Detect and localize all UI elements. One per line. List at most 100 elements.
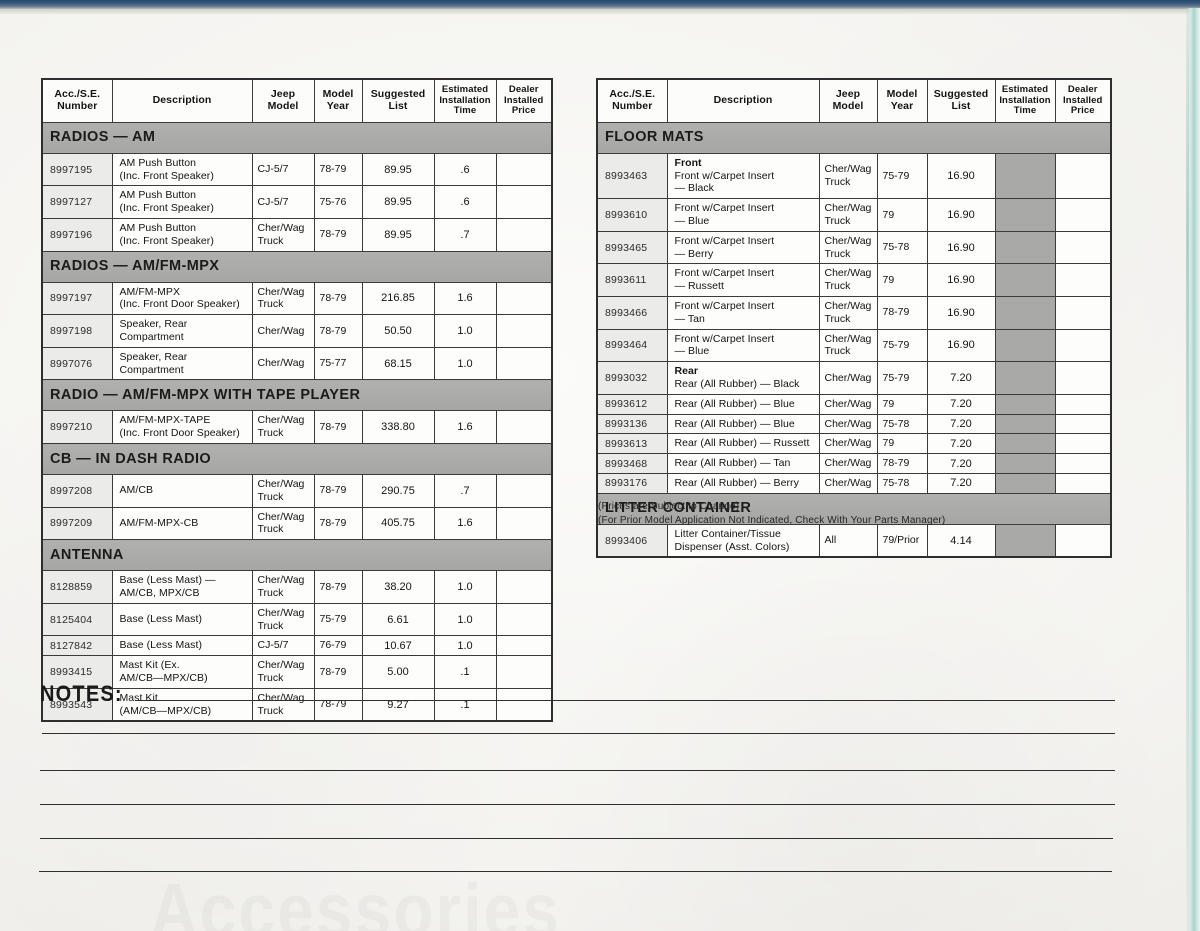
cell-jeep-model: Cher/Wag bbox=[818, 473, 878, 494]
cell-model-year: 75-76 bbox=[313, 185, 363, 220]
right-table-header: Acc./S.E. Number Description Jeep Model Model… bbox=[596, 78, 1112, 123]
cell-acc-se-number: 8993465 bbox=[596, 230, 668, 265]
left-table-body: RADIOS — AM 8997195 AM Push Button (Inc. Fr… bbox=[41, 121, 553, 722]
cell-jeep-model: Cher/Wag Truck bbox=[818, 263, 878, 298]
cell-dealer-installed-price[interactable] bbox=[495, 218, 553, 252]
cell-dealer-installed-price[interactable] bbox=[495, 346, 553, 381]
cell-dealer-installed-price[interactable] bbox=[495, 506, 553, 541]
cell-dealer-installed-price[interactable] bbox=[1054, 473, 1112, 494]
cell-model-year: 79 bbox=[876, 198, 928, 232]
cell-dealer-installed-price[interactable] bbox=[495, 474, 553, 508]
cell-description: Front Front w/Carpet Insert — Black bbox=[666, 152, 820, 200]
cell-model-year: 75-77 bbox=[313, 346, 363, 381]
section-title: FLOOR MATS bbox=[596, 121, 1112, 154]
cell-suggested-list: 7.20 bbox=[926, 453, 996, 475]
cell-dealer-installed-price[interactable] bbox=[495, 687, 553, 722]
cell-acc-se-number: 8993543 bbox=[41, 687, 113, 722]
section-title: CB — IN DASH RADIO bbox=[41, 443, 553, 476]
table-row: 8997209 AM/FM-MPX-CB Cher/Wag Truck 78-79 405… bbox=[41, 506, 553, 541]
cell-suggested-list: 16.90 bbox=[926, 263, 996, 298]
cell-estimated-installation-time: 1.0 bbox=[433, 314, 497, 348]
cell-dealer-installed-price[interactable] bbox=[1054, 453, 1112, 475]
cell-model-year: 78-79 bbox=[313, 655, 363, 689]
cell-suggested-list: 16.90 bbox=[926, 152, 996, 200]
cell-estimated-installation-time: 1.0 bbox=[433, 570, 497, 604]
scan-edge-right bbox=[1186, 8, 1200, 931]
cell-dealer-installed-price[interactable] bbox=[1054, 328, 1112, 363]
cell-estimated-installation-time bbox=[994, 523, 1056, 558]
cell-dealer-installed-price[interactable] bbox=[495, 602, 553, 637]
cell-dealer-installed-price[interactable] bbox=[495, 410, 553, 445]
cell-dealer-installed-price[interactable] bbox=[1054, 152, 1112, 200]
cell-suggested-list: 9.27 bbox=[361, 687, 435, 722]
cell-dealer-installed-price[interactable] bbox=[495, 152, 553, 187]
cell-dealer-installed-price[interactable] bbox=[1054, 523, 1112, 558]
cell-dealer-installed-price[interactable] bbox=[1054, 263, 1112, 298]
cell-acc-se-number: 8997209 bbox=[41, 506, 113, 541]
footnote-line-1: (Prices are Subject to Change) bbox=[598, 501, 740, 512]
table-row: 8125404 Base (Less Mast) Cher/Wag Truck 75-7… bbox=[41, 602, 553, 637]
right-price-table: Acc./S.E. Number Description Jeep Model Model… bbox=[596, 78, 1112, 559]
cell-dealer-installed-price[interactable] bbox=[1054, 433, 1112, 455]
cell-model-year: 78-79 bbox=[313, 506, 363, 541]
cell-dealer-installed-price[interactable] bbox=[495, 281, 553, 316]
cell-description: Front w/Carpet Insert — Tan bbox=[666, 296, 820, 330]
cell-jeep-model: Cher/Wag Truck bbox=[251, 655, 315, 689]
cell-estimated-installation-time bbox=[994, 453, 1056, 475]
cell-model-year: 75-79 bbox=[876, 361, 928, 395]
cell-dealer-installed-price[interactable] bbox=[495, 314, 553, 348]
column-header-jeep-model: Jeep Model bbox=[818, 78, 878, 123]
cell-description: Front w/Carpet Insert — Blue bbox=[666, 328, 820, 363]
column-header-model-year: Model Year bbox=[313, 78, 363, 123]
cell-suggested-list: 50.50 bbox=[361, 314, 435, 348]
table-row: 8997076 Speaker, Rear Compartment Cher/Wag 7… bbox=[41, 346, 553, 381]
cell-suggested-list: 10.67 bbox=[361, 635, 435, 657]
cell-dealer-installed-price[interactable] bbox=[495, 655, 553, 689]
cell-acc-se-number: 8125404 bbox=[41, 602, 113, 637]
scan-edge-top bbox=[0, 0, 1200, 9]
cell-jeep-model: Cher/Wag Truck bbox=[251, 281, 315, 316]
cell-dealer-installed-price[interactable] bbox=[1054, 230, 1112, 265]
cell-dealer-installed-price[interactable] bbox=[1054, 361, 1112, 395]
table-row: 8127842 Base (Less Mast) CJ-5/7 76-79 10.67 1… bbox=[41, 635, 553, 657]
cell-description: Front w/Carpet Insert — Berry bbox=[666, 230, 820, 265]
cell-dealer-installed-price[interactable] bbox=[1054, 393, 1112, 415]
cell-model-year: 79/Prior bbox=[876, 523, 928, 558]
left-price-table-container: Acc./S.E. Number Description Jeep Model Model… bbox=[41, 78, 553, 723]
cell-model-year: 78-79 bbox=[313, 570, 363, 604]
cell-estimated-installation-time bbox=[994, 152, 1056, 200]
cell-estimated-installation-time: .6 bbox=[433, 185, 497, 220]
column-header-description: Description bbox=[111, 78, 253, 123]
cell-dealer-installed-price[interactable] bbox=[1054, 413, 1112, 435]
cell-description: Speaker, Rear Compartment bbox=[111, 346, 253, 381]
cell-suggested-list: 68.15 bbox=[361, 346, 435, 381]
cell-description: Base (Less Mast) bbox=[111, 602, 253, 637]
right-table-header-row: Acc./S.E. Number Description Jeep Model Model… bbox=[596, 78, 1112, 123]
scan-edge-top-soft bbox=[0, 9, 1200, 14]
cell-acc-se-number: 8993613 bbox=[596, 433, 668, 455]
cell-estimated-installation-time bbox=[994, 473, 1056, 494]
cell-dealer-installed-price[interactable] bbox=[1054, 198, 1112, 232]
cell-model-year: 79 bbox=[876, 263, 928, 298]
table-row: 8993032 Rear Rear (All Rubber) — Black Cher… bbox=[596, 361, 1112, 395]
cell-description: Rear (All Rubber) — Russett bbox=[666, 433, 820, 455]
cell-model-year: 75-79 bbox=[876, 328, 928, 363]
table-row: 8993465 Front w/Carpet Insert — Berry Cher/… bbox=[596, 230, 1112, 265]
description-subheading: Rear bbox=[674, 365, 699, 378]
right-price-table-container: Acc./S.E. Number Description Jeep Model Model… bbox=[596, 78, 1112, 559]
cell-model-year: 78-79 bbox=[876, 453, 928, 475]
notes-label: NOTES: bbox=[40, 682, 123, 707]
cell-model-year: 78-79 bbox=[313, 410, 363, 445]
column-header-jeep-model: Jeep Model bbox=[251, 78, 315, 123]
table-row: 8993136 Rear (All Rubber) — Blue Cher/Wag 7… bbox=[596, 413, 1112, 435]
cell-description: AM Push Button (Inc. Front Speaker) bbox=[111, 185, 253, 220]
table-row: 8993176 Rear (All Rubber) — Berry Cher/Wag… bbox=[596, 473, 1112, 494]
cell-dealer-installed-price[interactable] bbox=[1054, 296, 1112, 330]
cell-jeep-model: Cher/Wag bbox=[818, 413, 878, 435]
cell-dealer-installed-price[interactable] bbox=[495, 185, 553, 220]
column-header-estimated-installation-time: Estimated Installation Time bbox=[994, 78, 1056, 123]
cell-dealer-installed-price[interactable] bbox=[495, 570, 553, 604]
table-row: 8997198 Speaker, Rear Compartment Cher/Wag 7… bbox=[41, 314, 553, 348]
cell-dealer-installed-price[interactable] bbox=[495, 635, 553, 657]
cell-jeep-model: Cher/Wag Truck bbox=[818, 328, 878, 363]
